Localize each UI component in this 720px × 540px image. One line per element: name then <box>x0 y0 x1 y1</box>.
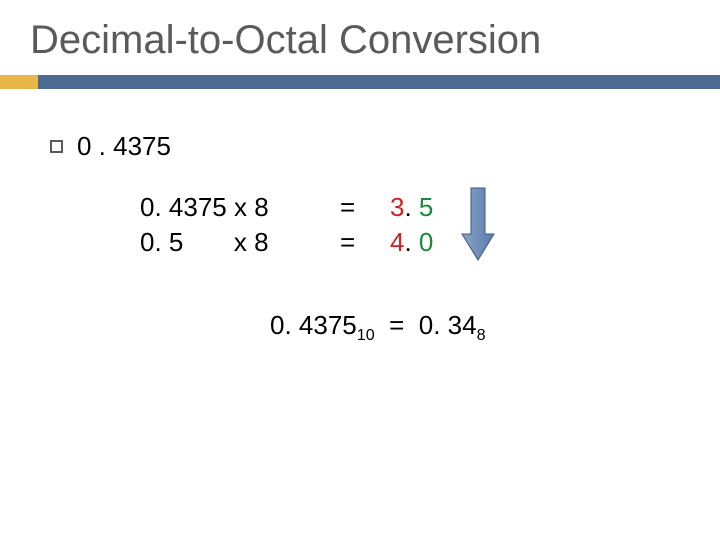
result-rhs: 0. 34 <box>419 310 477 340</box>
slide-title: Decimal-to-Octal Conversion <box>0 0 720 69</box>
frac-part: 5 <box>412 192 434 222</box>
bullet-row: 0 . 4375 <box>50 131 720 162</box>
decimal-dot: . <box>404 192 411 222</box>
color-band <box>0 75 720 89</box>
result-lhs: 0. 4375 <box>270 310 357 340</box>
calc-equals: = <box>340 225 390 260</box>
calc-result: 3. 5 <box>390 190 433 225</box>
bullet-icon <box>50 140 63 153</box>
band-main <box>38 75 720 89</box>
calc-row: 0. 5 x 8 = 4. 0 <box>140 225 720 260</box>
frac-part: 0 <box>412 227 434 257</box>
content-area: 0 . 4375 0. 4375 x 8 = 3. 5 0. 5 x 8 = 4… <box>0 89 720 345</box>
result-lhs-base: 10 <box>357 326 375 344</box>
calculation-block: 0. 4375 x 8 = 3. 5 0. 5 x 8 = 4. 0 <box>140 190 720 345</box>
calc-row: 0. 4375 x 8 = 3. 5 <box>140 190 720 225</box>
result-equation: 0. 437510 = 0. 348 <box>270 310 720 345</box>
int-part: 3 <box>390 192 404 222</box>
result-eq: = <box>375 310 419 340</box>
bullet-text: 0 . 4375 <box>77 131 171 162</box>
decimal-dot: . <box>404 227 411 257</box>
result-rhs-base: 8 <box>477 326 486 344</box>
calc-expression: 0. 5 x 8 <box>140 225 340 260</box>
calc-result: 4. 0 <box>390 225 433 260</box>
band-accent <box>0 75 38 89</box>
int-part: 4 <box>390 227 404 257</box>
calc-equals: = <box>340 190 390 225</box>
down-arrow-icon <box>460 186 496 269</box>
calc-expression: 0. 4375 x 8 <box>140 190 340 225</box>
